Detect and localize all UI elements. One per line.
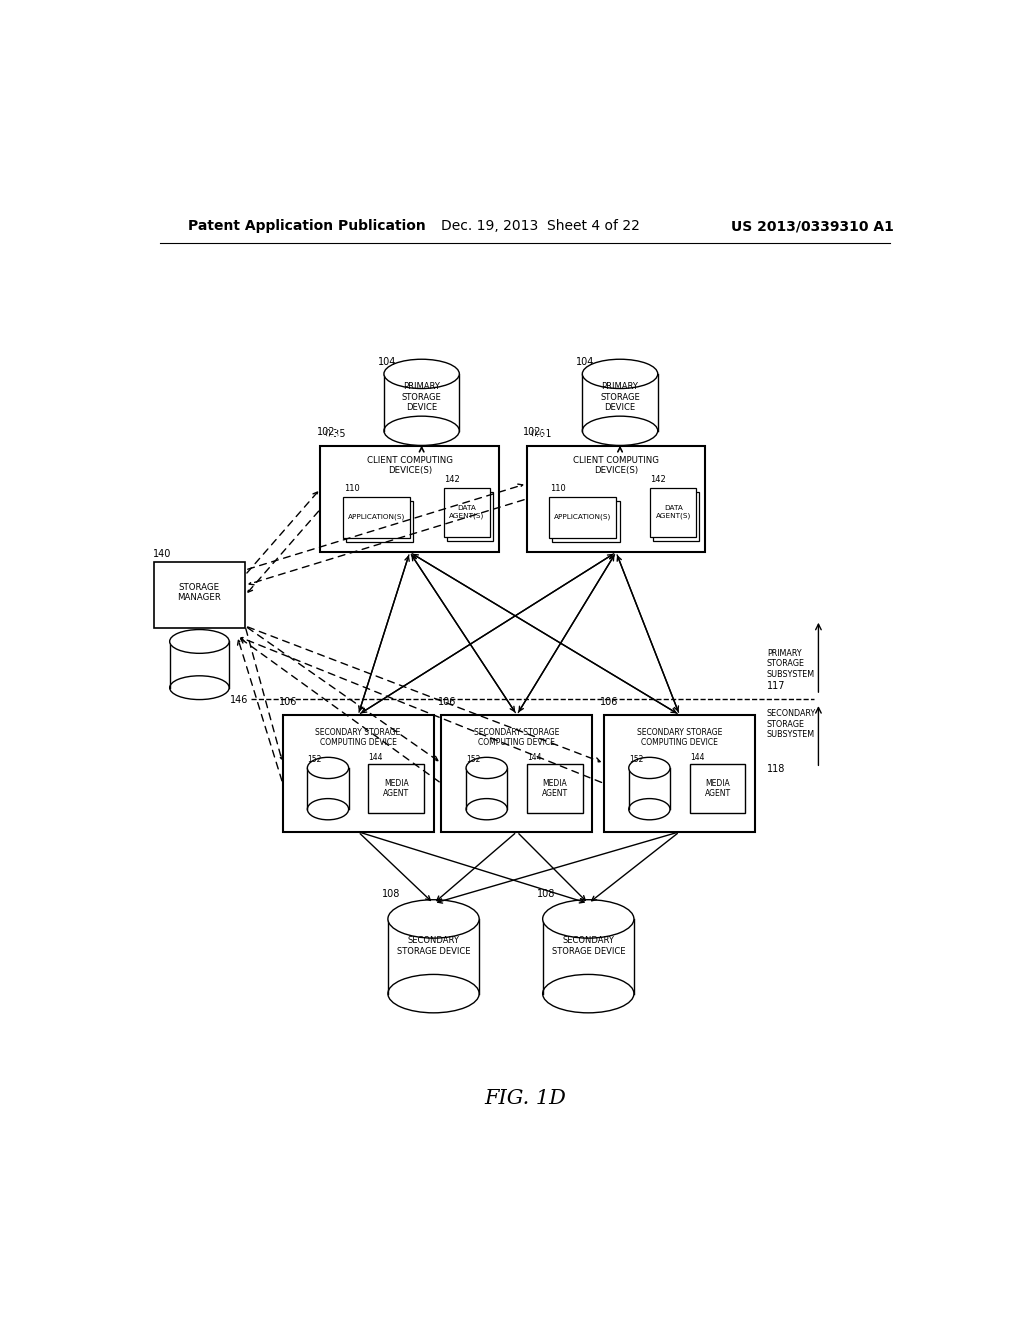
Text: 108: 108 — [537, 890, 555, 899]
Text: SECONDARY STORAGE
COMPUTING DEVICE: SECONDARY STORAGE COMPUTING DEVICE — [315, 729, 400, 747]
Text: DATA
AGENT(S): DATA AGENT(S) — [450, 506, 484, 519]
Text: 144: 144 — [369, 754, 383, 762]
Text: 142: 142 — [650, 475, 666, 483]
Bar — [650, 487, 696, 536]
Text: APPLICATION(S): APPLICATION(S) — [348, 513, 406, 520]
Text: 106: 106 — [437, 697, 456, 706]
Text: 0.35: 0.35 — [325, 429, 346, 440]
Text: 106: 106 — [600, 697, 618, 706]
Ellipse shape — [307, 799, 348, 820]
Ellipse shape — [307, 758, 348, 779]
Ellipse shape — [466, 758, 507, 779]
Text: SECONDARY
STORAGE DEVICE: SECONDARY STORAGE DEVICE — [552, 936, 625, 956]
Text: 152: 152 — [307, 755, 322, 764]
Ellipse shape — [543, 974, 634, 1012]
Text: 152: 152 — [629, 755, 643, 764]
Ellipse shape — [170, 630, 229, 653]
Text: MEDIA
AGENT: MEDIA AGENT — [705, 779, 731, 799]
Text: 0.61: 0.61 — [530, 429, 552, 440]
Bar — [604, 715, 755, 832]
Text: SECONDARY
STORAGE DEVICE: SECONDARY STORAGE DEVICE — [396, 936, 470, 956]
Bar — [552, 500, 620, 541]
Text: Dec. 19, 2013  Sheet 4 of 22: Dec. 19, 2013 Sheet 4 of 22 — [441, 219, 640, 234]
Text: PRIMARY
STORAGE
DEVICE: PRIMARY STORAGE DEVICE — [401, 383, 441, 412]
Bar — [447, 492, 494, 541]
Bar — [384, 374, 460, 430]
Bar — [466, 768, 507, 809]
Text: SECONDARY
STORAGE
SUBSYSTEM: SECONDARY STORAGE SUBSYSTEM — [767, 709, 816, 739]
Text: 102: 102 — [316, 428, 335, 437]
Text: 144: 144 — [527, 754, 542, 762]
Text: 104: 104 — [378, 356, 396, 367]
Ellipse shape — [388, 900, 479, 939]
Bar — [690, 764, 745, 813]
Bar — [653, 492, 699, 541]
Bar — [154, 562, 245, 628]
Bar — [321, 446, 499, 552]
Bar — [307, 768, 348, 809]
Text: APPLICATION(S): APPLICATION(S) — [554, 513, 611, 520]
Bar — [527, 764, 583, 813]
Text: 118: 118 — [767, 764, 785, 775]
Bar — [369, 764, 424, 813]
Bar — [170, 642, 229, 688]
Text: Patent Application Publication: Patent Application Publication — [187, 219, 425, 234]
Bar — [443, 487, 489, 536]
Text: 108: 108 — [382, 890, 400, 899]
Text: CLIENT COMPUTING
DEVICE(S): CLIENT COMPUTING DEVICE(S) — [573, 455, 659, 475]
Text: US 2013/0339310 A1: US 2013/0339310 A1 — [731, 219, 894, 234]
Bar — [543, 919, 634, 994]
Text: 102: 102 — [523, 428, 542, 437]
Text: SECONDARY STORAGE
COMPUTING DEVICE: SECONDARY STORAGE COMPUTING DEVICE — [637, 729, 722, 747]
Text: 146: 146 — [229, 696, 248, 705]
Text: 117: 117 — [767, 681, 785, 690]
Ellipse shape — [629, 758, 670, 779]
Text: CLIENT COMPUTING
DEVICE(S): CLIENT COMPUTING DEVICE(S) — [367, 455, 453, 475]
Text: 142: 142 — [443, 475, 460, 483]
Text: MEDIA
AGENT: MEDIA AGENT — [383, 779, 410, 799]
Text: DATA
AGENT(S): DATA AGENT(S) — [655, 506, 691, 519]
Text: 106: 106 — [279, 697, 297, 706]
Text: 104: 104 — [577, 356, 595, 367]
Ellipse shape — [388, 974, 479, 1012]
Text: MEDIA
AGENT: MEDIA AGENT — [542, 779, 568, 799]
Bar — [629, 768, 670, 809]
Text: 102: 102 — [325, 429, 343, 440]
Ellipse shape — [583, 416, 657, 445]
Bar — [346, 500, 414, 541]
Text: 102: 102 — [530, 429, 549, 440]
Text: 110: 110 — [551, 483, 566, 492]
Bar — [583, 374, 657, 430]
Bar — [283, 715, 433, 832]
Text: FIG. 1D: FIG. 1D — [484, 1089, 565, 1107]
Text: 110: 110 — [344, 483, 360, 492]
Ellipse shape — [583, 359, 657, 388]
Ellipse shape — [466, 799, 507, 820]
Bar — [526, 446, 706, 552]
Text: 152: 152 — [466, 755, 480, 764]
Ellipse shape — [170, 676, 229, 700]
Text: STORAGE
MANAGER: STORAGE MANAGER — [177, 582, 221, 602]
Ellipse shape — [384, 416, 460, 445]
Text: PRIMARY
STORAGE
DEVICE: PRIMARY STORAGE DEVICE — [600, 383, 640, 412]
Ellipse shape — [629, 799, 670, 820]
Bar — [441, 715, 592, 832]
Bar — [343, 496, 411, 537]
Bar — [388, 919, 479, 994]
Text: SECONDARY STORAGE
COMPUTING DEVICE: SECONDARY STORAGE COMPUTING DEVICE — [474, 729, 559, 747]
Ellipse shape — [543, 900, 634, 939]
Ellipse shape — [384, 359, 460, 388]
Text: PRIMARY
STORAGE
SUBSYSTEM: PRIMARY STORAGE SUBSYSTEM — [767, 649, 815, 678]
Bar — [549, 496, 616, 537]
Text: 144: 144 — [690, 754, 705, 762]
Text: 140: 140 — [154, 549, 172, 558]
